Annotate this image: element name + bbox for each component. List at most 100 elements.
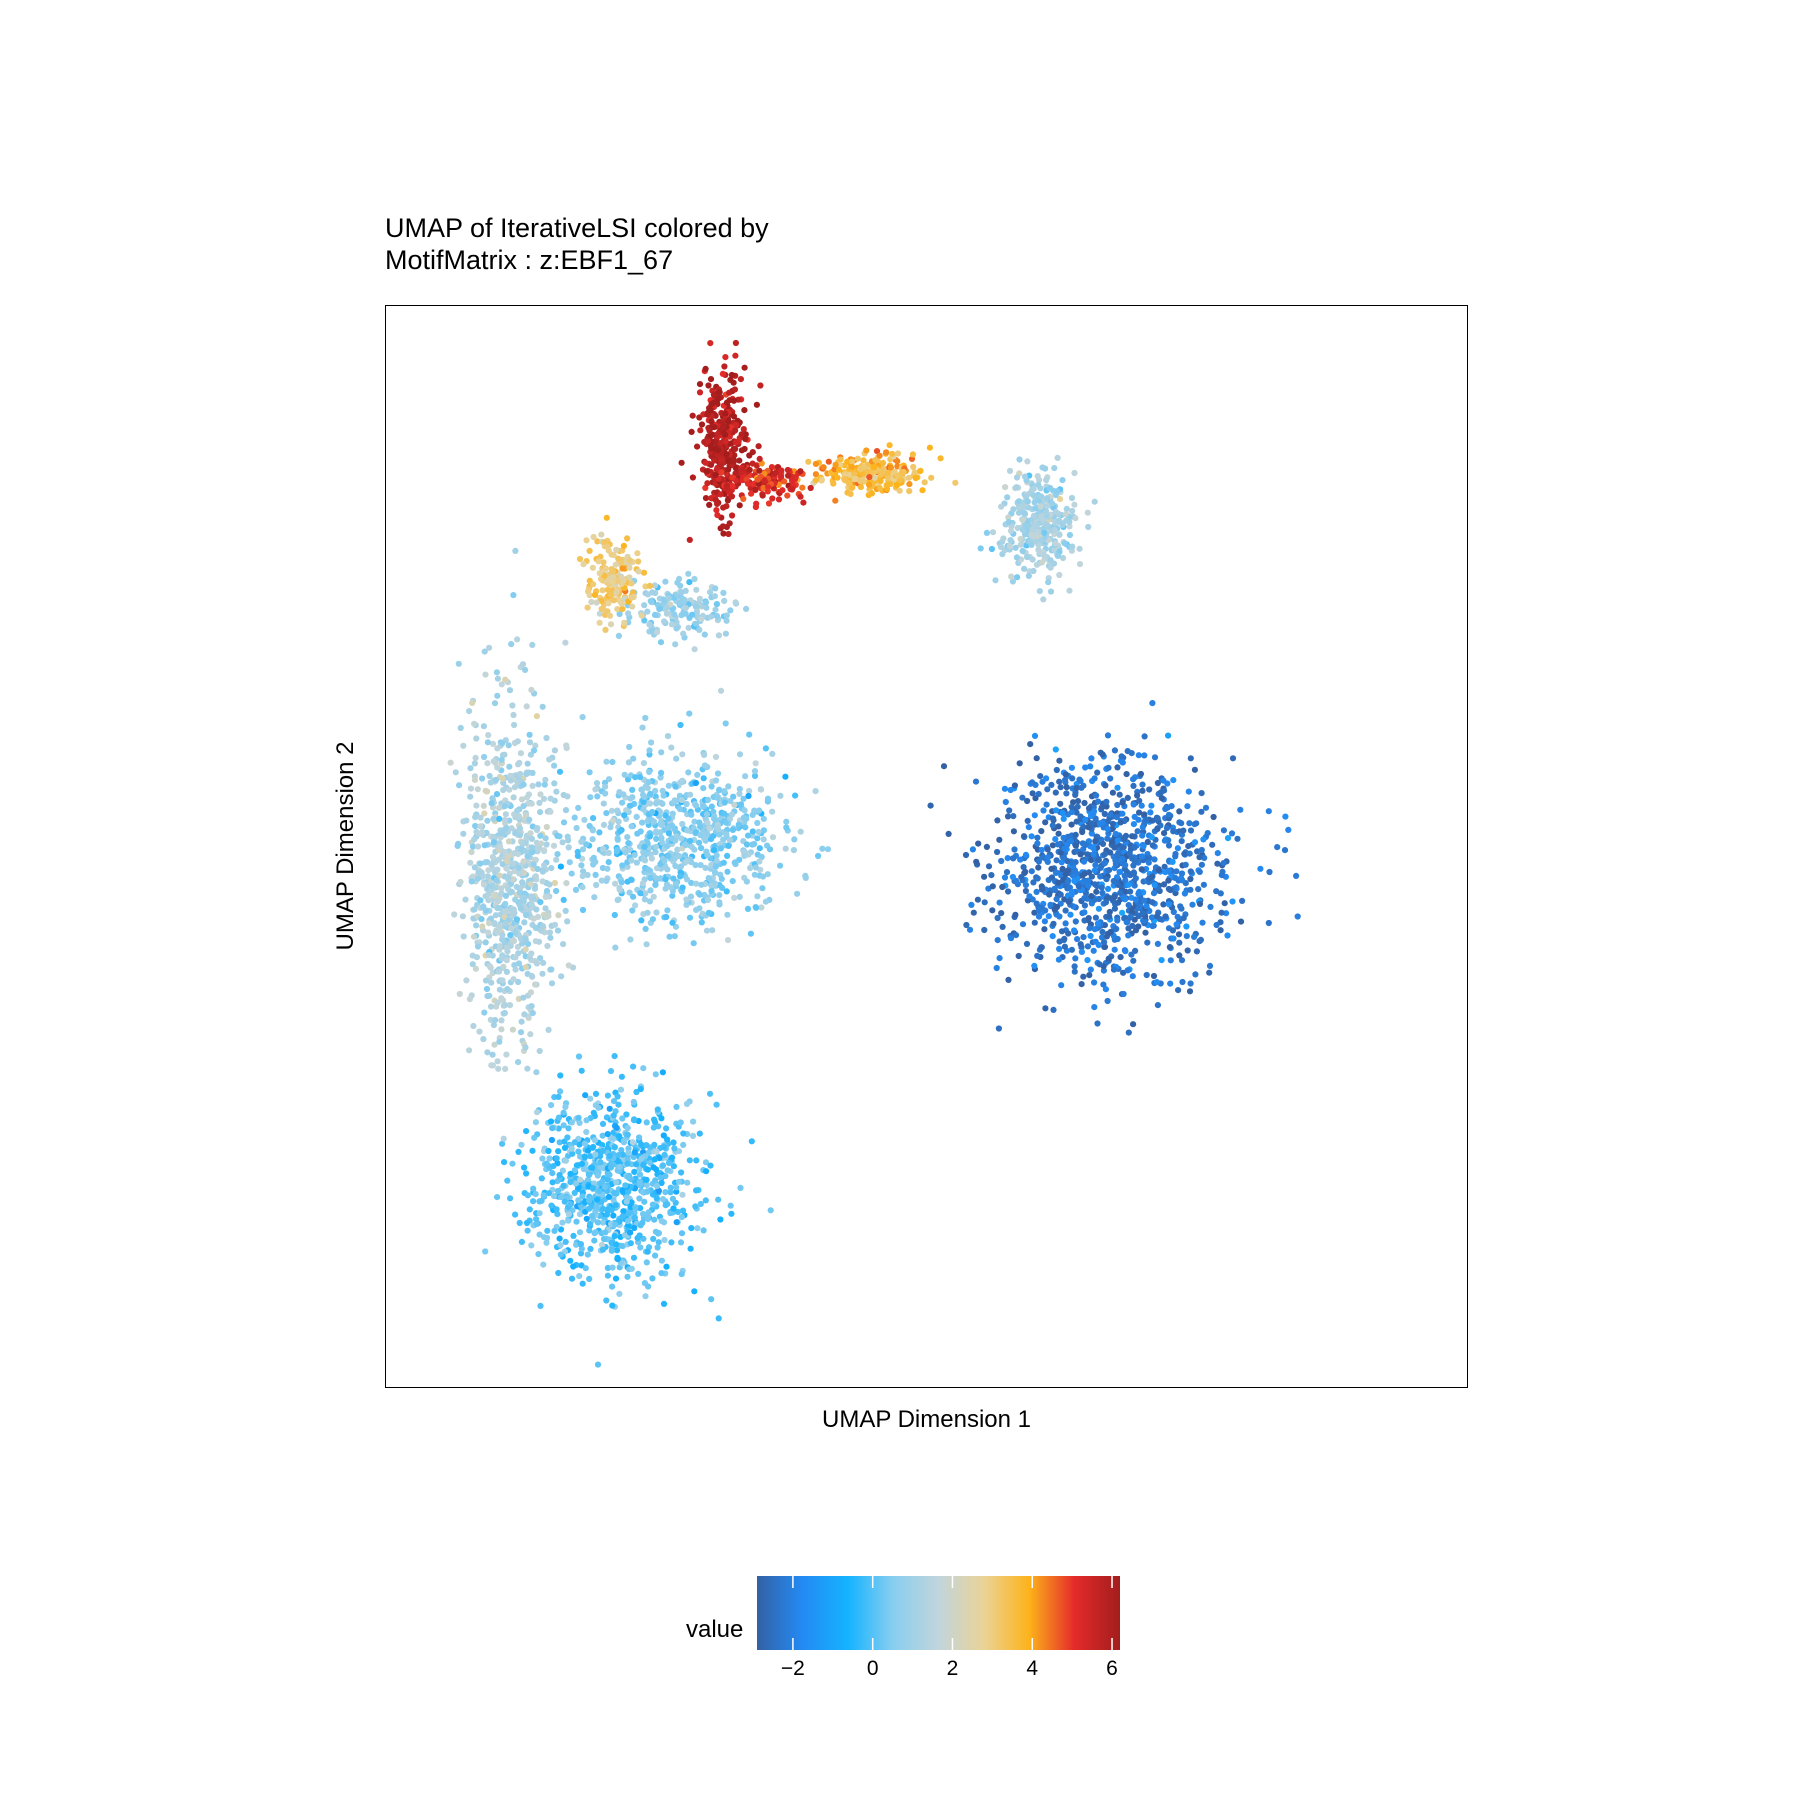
- data-point: [673, 1188, 680, 1195]
- data-point: [650, 893, 657, 900]
- data-point: [1035, 864, 1042, 871]
- data-point: [624, 1173, 632, 1180]
- data-point: [702, 365, 709, 372]
- data-point: [1129, 973, 1136, 980]
- data-point: [516, 1219, 523, 1227]
- data-point: [1185, 788, 1192, 795]
- data-point: [528, 901, 535, 908]
- data-point: [469, 952, 476, 959]
- data-point: [613, 1247, 621, 1254]
- data-point: [1071, 963, 1078, 970]
- data-point: [1081, 909, 1088, 916]
- data-point: [625, 840, 632, 847]
- data-point: [1085, 882, 1092, 889]
- data-point: [641, 602, 648, 609]
- data-point: [527, 751, 535, 758]
- data-point: [1085, 805, 1093, 812]
- data-point: [1059, 477, 1066, 484]
- data-point: [501, 803, 508, 810]
- data-point: [1114, 784, 1121, 791]
- data-point: [1045, 854, 1052, 861]
- data-point: [543, 823, 550, 831]
- data-point: [468, 878, 475, 885]
- data-point: [584, 604, 591, 611]
- data-point: [1095, 905, 1102, 912]
- data-point: [777, 792, 784, 799]
- data-point: [479, 775, 486, 782]
- data-point: [732, 859, 739, 866]
- data-point: [754, 893, 761, 900]
- data-point: [612, 1275, 620, 1282]
- data-point: [1191, 766, 1198, 773]
- data-point: [626, 557, 634, 564]
- data-point: [505, 838, 513, 845]
- data-point: [1162, 805, 1169, 813]
- data-point: [896, 487, 903, 494]
- data-point: [466, 1047, 473, 1054]
- data-point: [1130, 869, 1137, 876]
- data-point: [597, 1159, 604, 1166]
- data-point: [482, 939, 489, 946]
- data-point: [480, 1036, 487, 1043]
- data-point: [553, 1206, 560, 1213]
- data-point: [708, 783, 715, 790]
- data-point: [486, 963, 493, 970]
- data-point: [1199, 919, 1206, 926]
- data-point: [548, 1202, 555, 1209]
- data-point: [665, 595, 672, 602]
- data-point: [876, 484, 883, 491]
- data-point: [521, 1164, 528, 1171]
- data-point: [586, 1227, 593, 1234]
- data-point: [746, 452, 753, 459]
- data-point: [1149, 899, 1156, 906]
- data-point: [649, 916, 657, 923]
- data-point: [1065, 930, 1072, 937]
- data-point: [717, 1216, 724, 1223]
- data-point: [742, 824, 749, 831]
- data-point: [680, 598, 687, 605]
- data-point: [1104, 997, 1111, 1005]
- data-point: [671, 1145, 678, 1152]
- data-point: [1028, 833, 1035, 840]
- data-point: [607, 1164, 615, 1171]
- data-point: [1042, 465, 1049, 472]
- data-point: [716, 389, 723, 396]
- data-point: [564, 1134, 571, 1141]
- data-point: [1041, 529, 1048, 536]
- data-point: [1056, 938, 1063, 945]
- data-point: [696, 839, 703, 846]
- data-point: [633, 1088, 640, 1096]
- data-point: [653, 1148, 660, 1155]
- data-point: [580, 1165, 587, 1173]
- data-point: [996, 899, 1003, 906]
- data-point: [609, 1264, 616, 1271]
- data-point: [1172, 850, 1179, 858]
- data-point: [608, 1247, 615, 1254]
- data-point: [530, 1198, 537, 1205]
- data-point: [625, 1149, 632, 1156]
- data-point: [1056, 945, 1063, 953]
- data-point: [807, 484, 814, 492]
- data-point: [713, 601, 721, 608]
- data-point: [1033, 900, 1040, 907]
- data-point: [643, 1142, 650, 1149]
- data-point: [704, 896, 712, 904]
- data-point: [528, 1003, 535, 1010]
- data-point: [556, 1235, 563, 1242]
- data-point: [1034, 834, 1041, 841]
- data-point: [665, 830, 673, 837]
- data-point: [546, 756, 553, 763]
- data-point: [456, 782, 463, 789]
- data-point: [677, 1239, 685, 1246]
- data-point: [1034, 952, 1041, 960]
- data-point: [485, 951, 492, 959]
- data-point: [673, 1219, 680, 1226]
- data-point: [1084, 943, 1091, 950]
- data-point: [1043, 495, 1051, 502]
- data-point: [460, 933, 467, 940]
- data-point: [1080, 973, 1087, 980]
- data-point: [1074, 798, 1082, 805]
- data-point: [518, 1018, 525, 1025]
- data-point: [746, 731, 753, 738]
- data-point: [1154, 825, 1161, 833]
